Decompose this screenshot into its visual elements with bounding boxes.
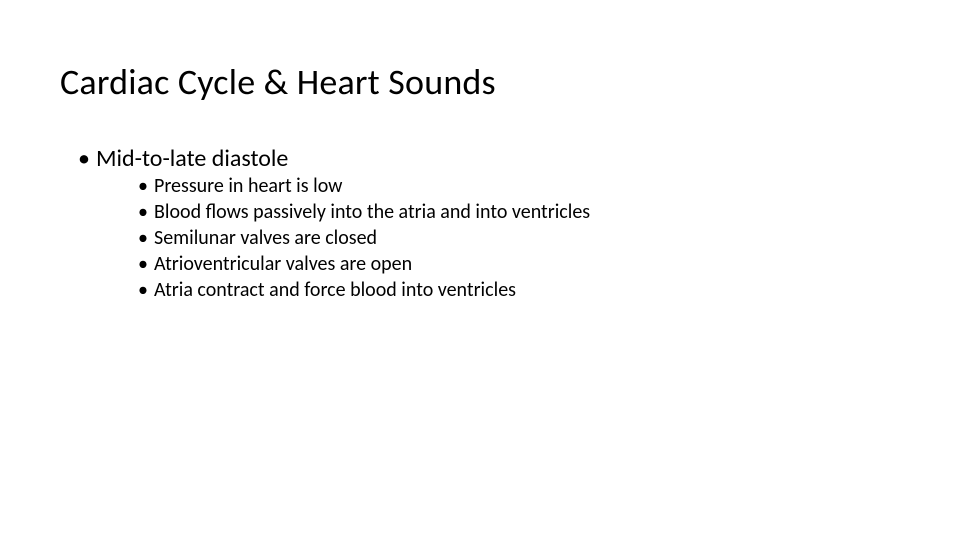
list-item: Pressure in heart is low: [138, 173, 900, 199]
slide-title: Cardiac Cycle & Heart Sounds: [60, 60, 900, 104]
bullet-list-level1: Mid-to-late diastole Pressure in heart i…: [60, 144, 900, 303]
bullet-list-level2: Pressure in heart is low Blood flows pas…: [96, 173, 900, 303]
list-item: Atrioventricular valves are open: [138, 251, 900, 277]
slide-content: Cardiac Cycle & Heart Sounds Mid-to-late…: [0, 0, 960, 303]
list-item: Blood flows passively into the atria and…: [138, 199, 900, 225]
level1-bullet-text: Mid-to-late diastole: [96, 144, 288, 173]
list-item: Mid-to-late diastole Pressure in heart i…: [78, 144, 900, 303]
list-item: Semilunar valves are closed: [138, 225, 900, 251]
list-item: Atria contract and force blood into vent…: [138, 277, 900, 303]
